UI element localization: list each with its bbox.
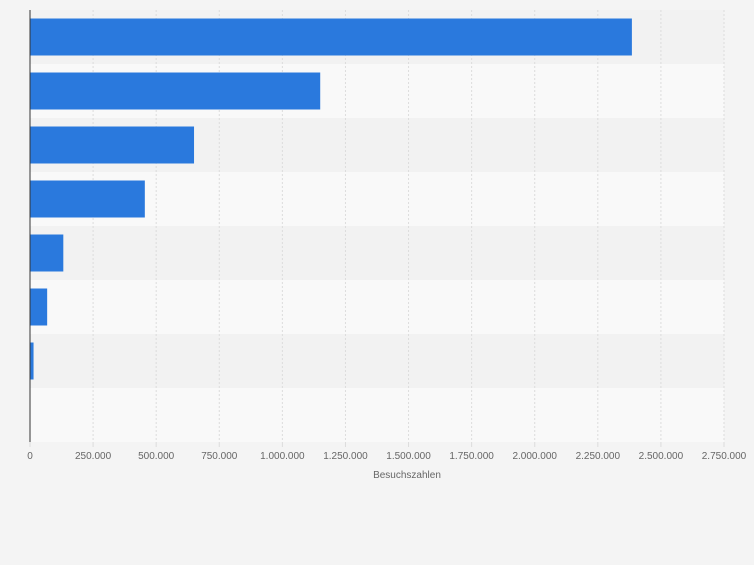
bar <box>30 180 145 218</box>
bar <box>30 342 34 380</box>
row-bands <box>30 10 724 442</box>
bar <box>30 18 632 56</box>
row-band <box>30 172 724 226</box>
x-tick-label: 1.000.000 <box>260 451 305 462</box>
x-tick-label: 1.750.000 <box>449 451 494 462</box>
x-tick-label: 2.000.000 <box>512 451 557 462</box>
x-tick-label: 2.750.000 <box>702 451 747 462</box>
x-axis: 0 250.000 500.000 750.000 1.000.000 1.250.000… <box>27 442 747 462</box>
row-band <box>30 388 724 442</box>
x-tick-label: 1.500.000 <box>386 451 431 462</box>
bar <box>30 72 321 110</box>
bar <box>30 288 48 326</box>
x-tick-label: 2.500.000 <box>639 451 684 462</box>
x-axis-label: Besuchszahlen <box>373 470 441 481</box>
row-band <box>30 226 724 280</box>
bars <box>30 18 632 380</box>
x-tick-label: 500.000 <box>138 451 175 462</box>
x-tick-label: 750.000 <box>201 451 238 462</box>
x-tick-label: 1.250.000 <box>323 451 368 462</box>
x-tick-label: 250.000 <box>75 451 112 462</box>
x-tick-label: 0 <box>27 451 33 462</box>
bar <box>30 234 64 272</box>
x-tick-label: 2.250.000 <box>576 451 621 462</box>
bar <box>30 126 195 164</box>
row-band <box>30 280 724 334</box>
row-band <box>30 334 724 388</box>
